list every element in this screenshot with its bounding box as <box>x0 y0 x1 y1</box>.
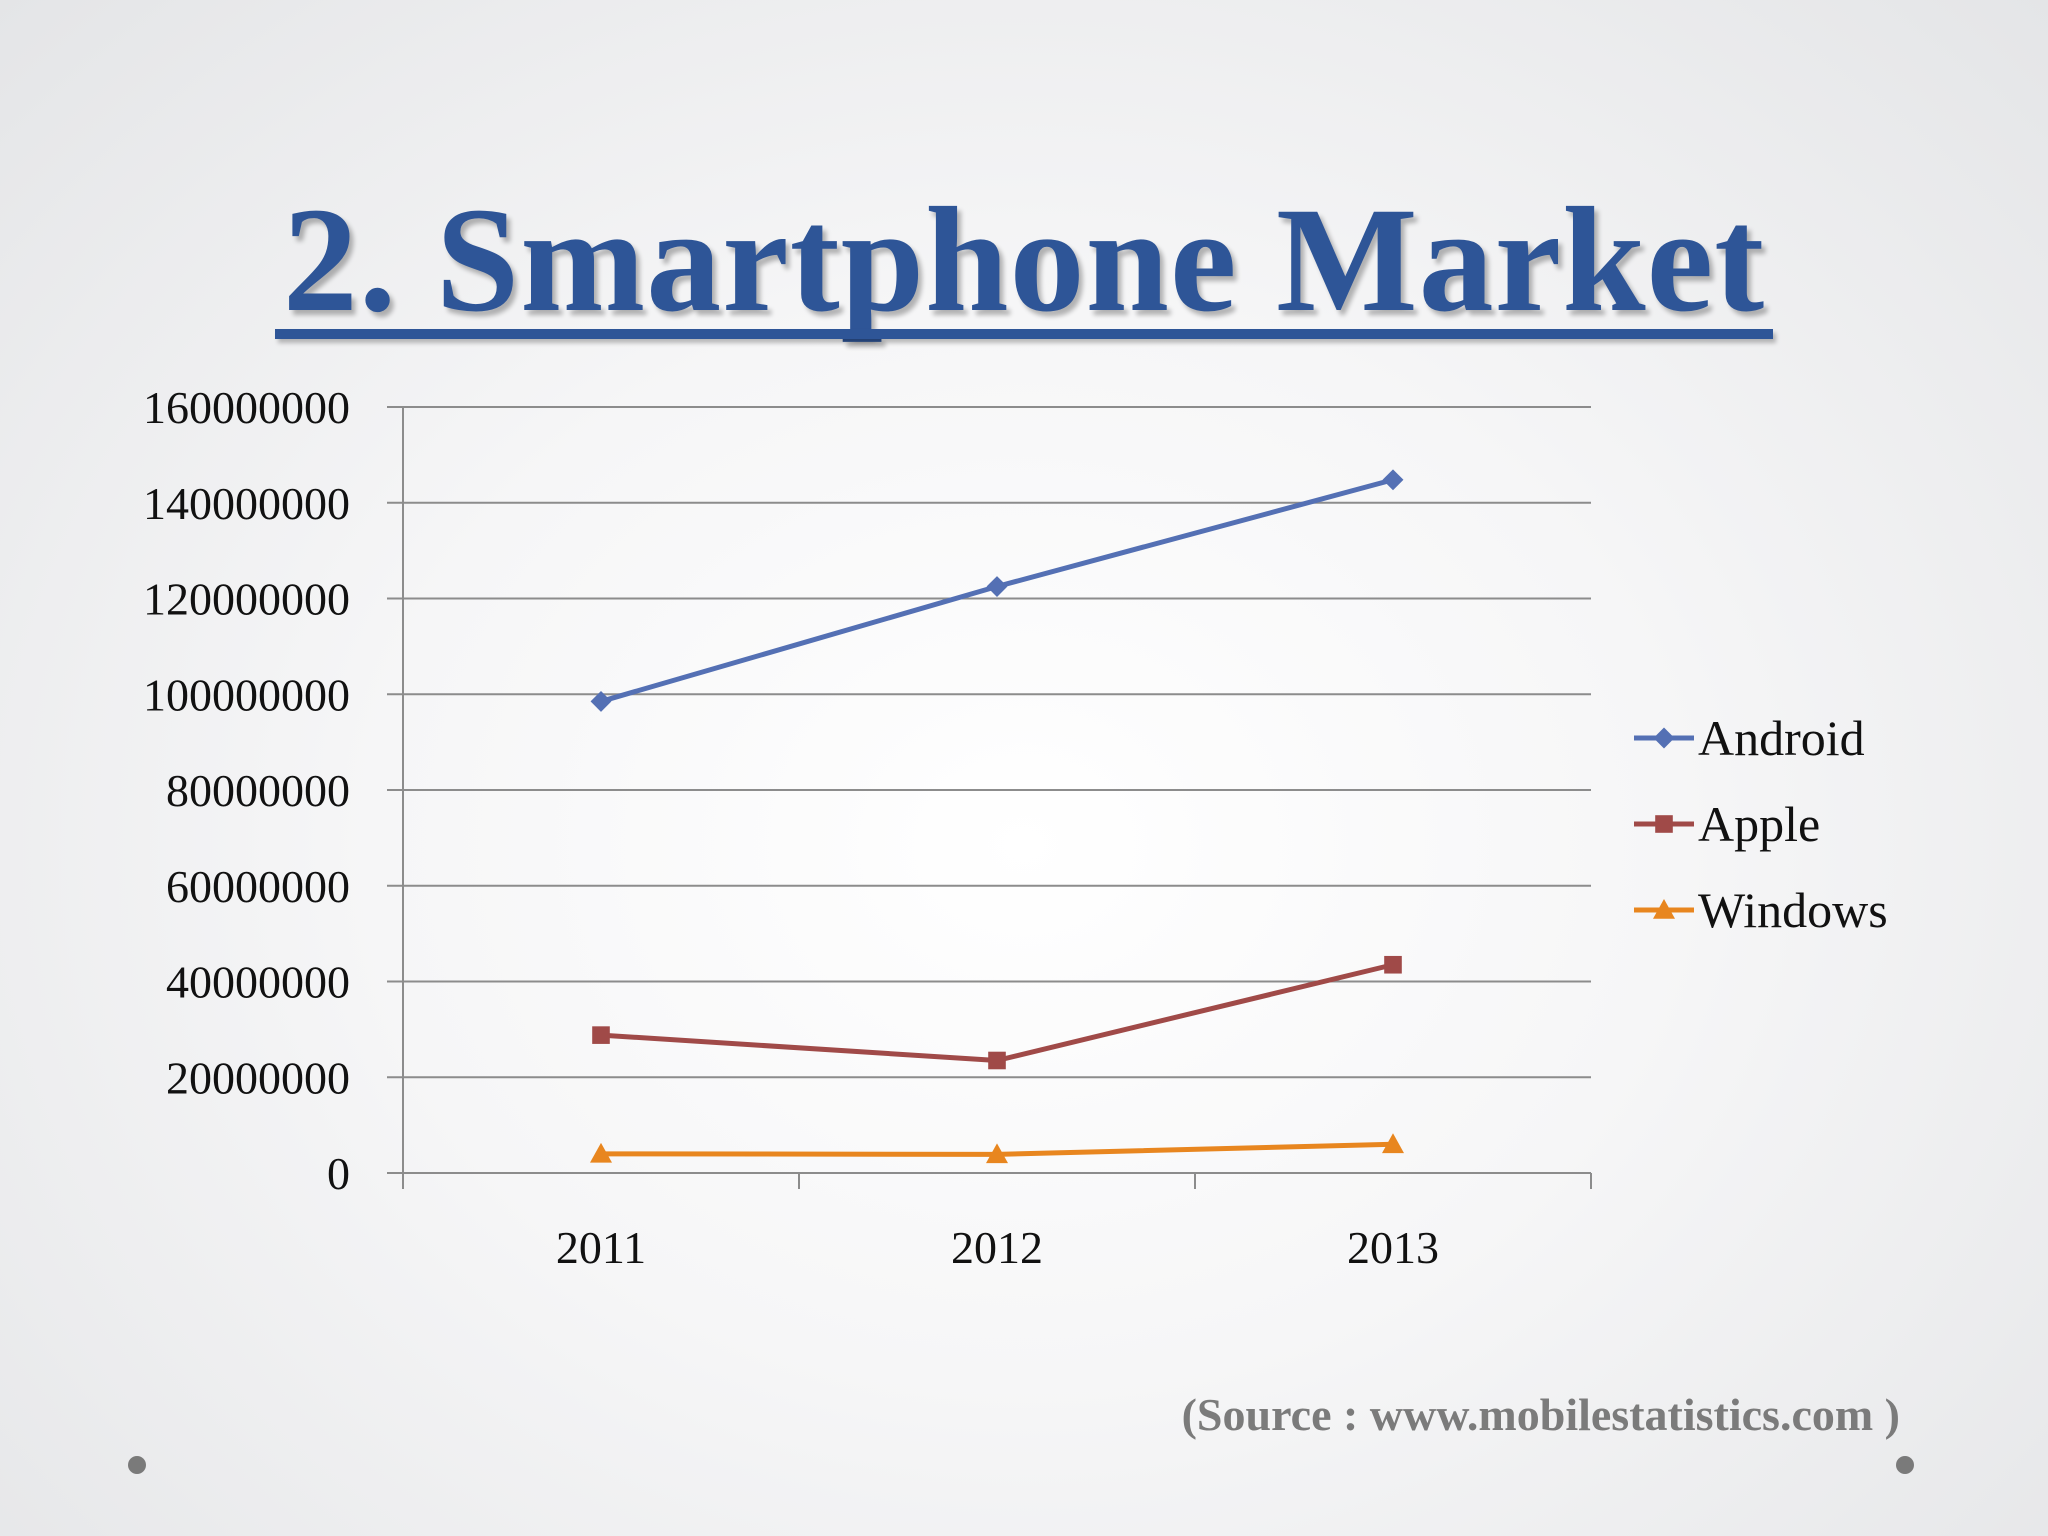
y-axis-tick-labels: 0 20000000 40000000 60000000 80000000 1000000… <box>143 382 350 1199</box>
slide-title: 2. Smartphone Market <box>282 177 1766 343</box>
series-layer <box>590 469 1404 1164</box>
x-tick-label-2013: 2013 <box>1347 1222 1439 1273</box>
x-axis-tick-labels: 2011 2012 2013 <box>556 1222 1439 1273</box>
y-tick-label: 140000000 <box>143 478 350 529</box>
legend-label-windows: Windows <box>1698 882 1888 938</box>
data-point-android-2013 <box>1382 469 1404 491</box>
legend-marker-android <box>1653 727 1675 749</box>
series-android <box>590 469 1404 712</box>
y-tick-label: 20000000 <box>166 1052 350 1103</box>
series-line-apple <box>600 962 1394 1063</box>
legend-item-android: Android <box>1634 710 1865 766</box>
data-point-windows-2013 <box>1382 1133 1404 1154</box>
x-tick-label-2011: 2011 <box>556 1222 646 1273</box>
data-point-android-2011 <box>590 690 612 712</box>
decorative-dot-left <box>128 1456 146 1474</box>
axes <box>402 407 1592 1189</box>
legend-item-apple: Apple <box>1634 796 1820 852</box>
data-point-android-2012 <box>986 576 1008 597</box>
legend-marker-apple <box>1655 815 1673 833</box>
y-tick-label: 60000000 <box>166 861 350 912</box>
legend-marker-windows <box>1653 899 1675 919</box>
data-point-apple-2011 <box>592 1026 610 1044</box>
decorative-dot-right <box>1896 1456 1914 1474</box>
y-tick-label: 100000000 <box>143 669 350 720</box>
y-tick-label: 0 <box>327 1148 350 1199</box>
x-tick-label-2012: 2012 <box>951 1222 1043 1273</box>
title-underline <box>275 329 1773 339</box>
series-windows <box>590 1133 1404 1164</box>
data-point-windows-2012 <box>986 1143 1008 1164</box>
y-tick-label: 120000000 <box>143 574 350 625</box>
data-point-windows-2011 <box>590 1142 612 1163</box>
legend: Android Apple Windows <box>1634 710 1888 938</box>
series-apple <box>592 955 1402 1070</box>
data-point-apple-2013 <box>1384 955 1402 974</box>
y-tick-label: 40000000 <box>166 957 350 1008</box>
legend-label-apple: Apple <box>1698 796 1820 852</box>
legend-label-android: Android <box>1698 710 1865 766</box>
source-note: (Source : www.mobilestatistics.com ) <box>1181 1389 1900 1440</box>
data-point-apple-2012 <box>988 1051 1006 1070</box>
legend-item-windows: Windows <box>1634 882 1888 938</box>
y-tick-label: 160000000 <box>143 382 350 433</box>
y-tick-label: 80000000 <box>166 765 350 816</box>
